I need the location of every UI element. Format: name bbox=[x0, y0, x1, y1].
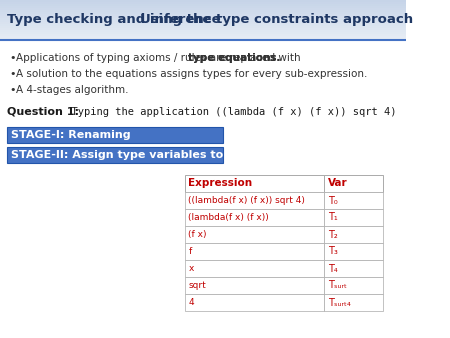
Text: STAGE-I: Renaming: STAGE-I: Renaming bbox=[11, 130, 130, 140]
Bar bbox=[0, 14, 405, 16]
Bar bbox=[185, 294, 324, 311]
Bar bbox=[324, 192, 383, 209]
Text: A solution to the equations assigns types for every sub-expression.: A solution to the equations assigns type… bbox=[16, 69, 368, 79]
FancyBboxPatch shape bbox=[0, 0, 405, 40]
Bar bbox=[324, 209, 383, 226]
Bar bbox=[0, 41, 405, 338]
Bar bbox=[324, 226, 383, 243]
Text: type equations.: type equations. bbox=[188, 53, 281, 63]
Bar bbox=[0, 24, 405, 26]
Text: STAGE-II: Assign type variables to all sub-expressions: STAGE-II: Assign type variables to all s… bbox=[11, 150, 347, 160]
Text: ((lambda(f x) (f x)) sqrt 4): ((lambda(f x) (f x)) sqrt 4) bbox=[189, 196, 305, 205]
Text: f: f bbox=[189, 247, 192, 256]
Bar bbox=[0, 38, 405, 40]
Text: T₃: T₃ bbox=[328, 246, 338, 257]
Text: T₀: T₀ bbox=[328, 195, 338, 206]
Bar bbox=[185, 209, 324, 226]
Text: Tₛᵤᵣₜ: Tₛᵤᵣₜ bbox=[328, 281, 347, 290]
Bar bbox=[185, 226, 324, 243]
Bar bbox=[185, 175, 324, 192]
Bar bbox=[324, 294, 383, 311]
Bar bbox=[0, 34, 405, 36]
Text: Using the type constraints approach: Using the type constraints approach bbox=[140, 14, 413, 26]
Bar bbox=[0, 4, 405, 6]
Text: •: • bbox=[9, 53, 15, 63]
Bar bbox=[324, 277, 383, 294]
Bar bbox=[324, 243, 383, 260]
Bar bbox=[0, 20, 405, 22]
Text: T₂: T₂ bbox=[328, 230, 338, 240]
Bar bbox=[185, 192, 324, 209]
Bar bbox=[0, 32, 405, 34]
Bar bbox=[0, 6, 405, 8]
Text: A 4-stages algorithm.: A 4-stages algorithm. bbox=[16, 85, 129, 95]
Bar bbox=[185, 260, 324, 277]
Text: (lambda(f x) (f x)): (lambda(f x) (f x)) bbox=[189, 213, 269, 222]
Text: (f x): (f x) bbox=[189, 230, 207, 239]
Text: Expression: Expression bbox=[189, 178, 252, 189]
Bar bbox=[0, 0, 405, 2]
Bar bbox=[0, 22, 405, 24]
Text: Tₛᵤᵣₜ₄: Tₛᵤᵣₜ₄ bbox=[328, 297, 351, 308]
Bar bbox=[0, 10, 405, 12]
Text: Type checking and inference: Type checking and inference bbox=[7, 14, 221, 26]
Text: Var: Var bbox=[328, 178, 348, 189]
Bar bbox=[324, 260, 383, 277]
Bar bbox=[0, 28, 405, 30]
Text: T₁: T₁ bbox=[328, 213, 338, 222]
Bar bbox=[0, 16, 405, 18]
Text: Typing the application ((lambda (f x) (f x)) sqrt 4): Typing the application ((lambda (f x) (f… bbox=[58, 107, 396, 117]
Bar bbox=[0, 36, 405, 38]
Text: •: • bbox=[9, 69, 15, 79]
Bar bbox=[0, 2, 405, 4]
Bar bbox=[0, 8, 405, 10]
Bar bbox=[324, 175, 383, 192]
Text: type equations.: type equations. bbox=[188, 53, 281, 63]
Text: sqrt: sqrt bbox=[189, 281, 206, 290]
Text: Applications of typing axioms / rules are replaced with: Applications of typing axioms / rules ar… bbox=[16, 53, 307, 63]
Text: x: x bbox=[189, 264, 194, 273]
FancyBboxPatch shape bbox=[7, 127, 224, 143]
Text: 4: 4 bbox=[189, 298, 194, 307]
Text: T₄: T₄ bbox=[328, 264, 338, 273]
FancyBboxPatch shape bbox=[7, 147, 224, 163]
Bar bbox=[0, 12, 405, 14]
Text: •: • bbox=[9, 85, 15, 95]
Bar bbox=[0, 30, 405, 32]
Bar bbox=[185, 243, 324, 260]
Bar bbox=[185, 277, 324, 294]
Bar bbox=[0, 26, 405, 28]
Bar bbox=[0, 18, 405, 20]
Text: Question 1:: Question 1: bbox=[7, 107, 79, 117]
